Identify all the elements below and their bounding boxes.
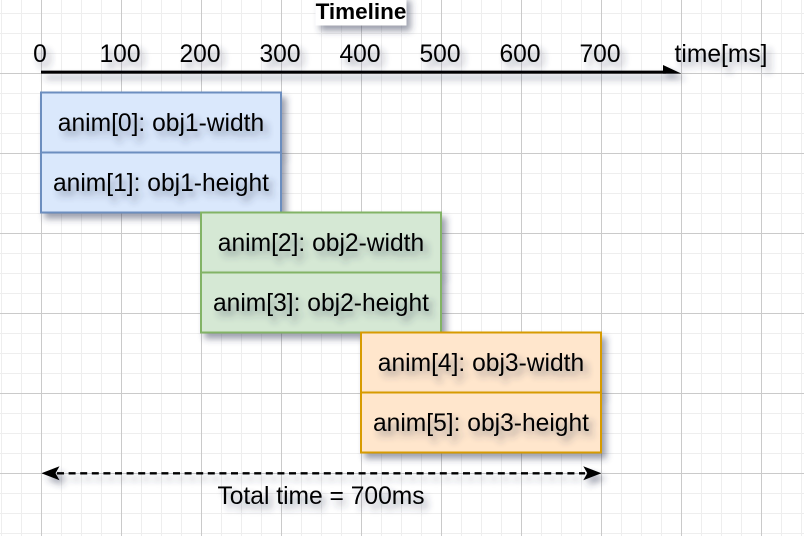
svg-text:anim[0]: obj1-width: anim[0]: obj1-width xyxy=(58,110,264,137)
svg-text:anim[5]: obj3-height: anim[5]: obj3-height xyxy=(373,410,589,437)
svg-text:500: 500 xyxy=(419,41,460,68)
svg-text:300: 300 xyxy=(259,41,300,68)
svg-text:anim[4]: obj3-width: anim[4]: obj3-width xyxy=(378,350,584,377)
svg-text:200: 200 xyxy=(179,41,220,68)
svg-text:100: 100 xyxy=(99,41,140,68)
svg-text:anim[2]: obj2-width: anim[2]: obj2-width xyxy=(218,230,424,257)
svg-text:400: 400 xyxy=(339,41,380,68)
svg-text:time[ms]: time[ms] xyxy=(675,41,768,68)
svg-text:Timeline: Timeline xyxy=(316,0,407,24)
svg-text:0: 0 xyxy=(33,41,47,68)
svg-text:Total time = 700ms: Total time = 700ms xyxy=(217,483,424,510)
svg-text:600: 600 xyxy=(499,41,540,68)
svg-text:anim[1]: obj1-height: anim[1]: obj1-height xyxy=(53,170,269,197)
svg-text:700: 700 xyxy=(579,41,620,68)
svg-text:anim[3]: obj2-height: anim[3]: obj2-height xyxy=(213,290,429,317)
